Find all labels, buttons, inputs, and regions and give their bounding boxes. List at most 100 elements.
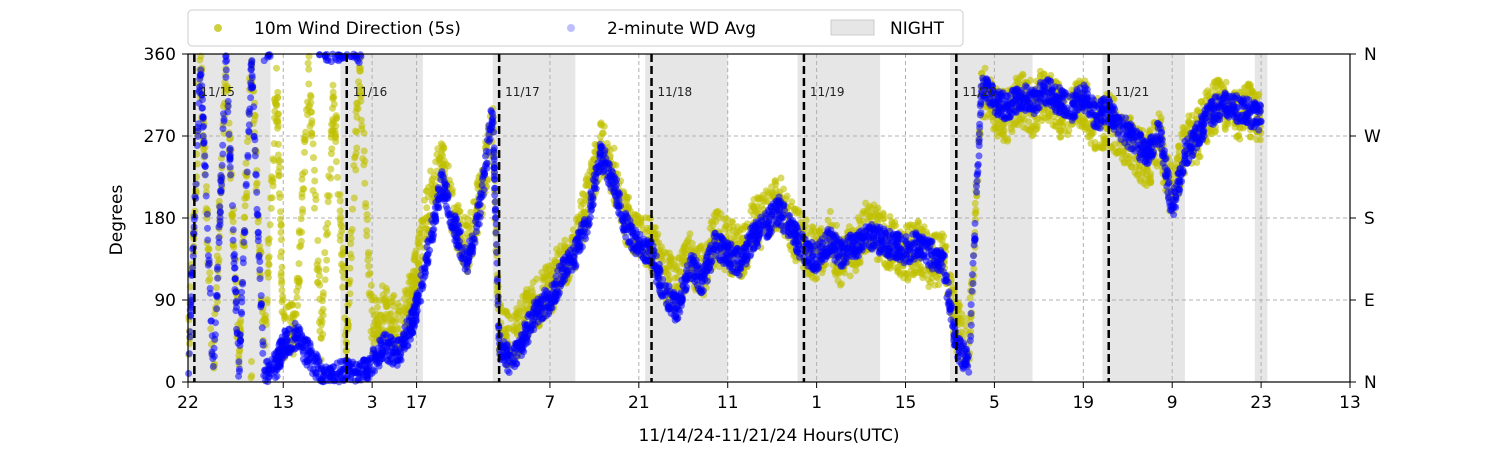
point-series-yellow-14-34 bbox=[360, 129, 368, 137]
point-series-blue-5-23 bbox=[259, 338, 267, 346]
point-series-blue-30-18 bbox=[552, 273, 560, 280]
point-series-blue-30-39 bbox=[552, 293, 560, 301]
point-series-blue-3-23 bbox=[231, 275, 239, 283]
point-series-yellow-39-35 bbox=[663, 270, 671, 278]
point-series-yellow-16-22 bbox=[382, 284, 390, 292]
point-series-yellow-9-31 bbox=[293, 294, 301, 301]
point-series-yellow-19-37 bbox=[415, 260, 422, 268]
point-series-blue-4-39 bbox=[239, 278, 247, 286]
point-series-blue-12-38 bbox=[339, 357, 347, 365]
point-series-yellow-35-2 bbox=[610, 144, 618, 152]
point-series-yellow-16-16 bbox=[386, 310, 394, 318]
point-series-blue-32-17 bbox=[572, 263, 580, 271]
point-series-blue-17-28 bbox=[394, 336, 402, 344]
point-series-blue-19-35 bbox=[413, 297, 421, 305]
point-series-yellow-4-29 bbox=[241, 214, 249, 221]
point-series-blue-2-18 bbox=[222, 73, 230, 81]
point-series-yellow-63-33 bbox=[971, 209, 979, 217]
point-series-blue-3-11 bbox=[223, 57, 231, 65]
point-series-yellow-35-37 bbox=[612, 161, 620, 169]
point-series-yellow-7-23 bbox=[274, 94, 282, 101]
point-series-yellow-27-36 bbox=[516, 299, 524, 307]
point-series-blue-4-22 bbox=[236, 342, 244, 349]
point-series-yellow-17-36 bbox=[396, 303, 404, 311]
point-series-yellow-55-39 bbox=[873, 256, 881, 264]
point-series-yellow-17-37 bbox=[394, 324, 402, 332]
point-series-yellow-13-4 bbox=[349, 205, 356, 213]
point-series-blue-1-27 bbox=[202, 192, 210, 200]
point-series-blue-14-32 bbox=[366, 359, 374, 367]
point-series-yellow-1-13 bbox=[206, 269, 214, 277]
point-series-blue-23-36 bbox=[463, 249, 471, 257]
point-series-blue-14-30 bbox=[356, 360, 364, 368]
point-series-yellow-6-35 bbox=[261, 315, 269, 323]
point-series-blue-17-37 bbox=[400, 331, 408, 339]
point-series-yellow-81-35 bbox=[1197, 98, 1205, 106]
point-series-blue-25-39 bbox=[492, 229, 500, 237]
point-series-yellow-68-31 bbox=[1038, 117, 1046, 125]
point-series-yellow-13-19 bbox=[352, 108, 360, 115]
point-series-blue-5-8 bbox=[256, 275, 264, 283]
point-series-yellow-48-27 bbox=[777, 174, 785, 182]
point-series-yellow-6-24 bbox=[266, 221, 274, 229]
point-series-yellow-11-3 bbox=[327, 165, 335, 173]
point-series-blue-23-38 bbox=[468, 242, 476, 250]
point-series-blue-34-32 bbox=[597, 143, 605, 150]
point-series-yellow-34-32 bbox=[598, 129, 606, 137]
point-series-blue-2-27 bbox=[213, 293, 221, 301]
point-series-blue-33-15 bbox=[592, 178, 600, 186]
point-series-yellow-68-30 bbox=[1029, 130, 1037, 138]
point-series-blue-27-35 bbox=[518, 352, 525, 359]
point-series-yellow-47-39 bbox=[769, 191, 777, 199]
point-series-blue-12-37 bbox=[333, 359, 341, 367]
point-series-yellow-9-37 bbox=[304, 59, 312, 67]
point-series-yellow-1-24 bbox=[207, 325, 215, 333]
point-series-yellow-72-28 bbox=[1081, 125, 1089, 133]
point-series-blue-4-14 bbox=[235, 358, 243, 366]
point-series-blue-10-39 bbox=[312, 353, 320, 361]
point-series-yellow-44-33 bbox=[729, 218, 736, 226]
point-series-blue-23-8 bbox=[473, 228, 480, 235]
point-series-yellow-6-21 bbox=[269, 155, 277, 163]
point-series-yellow-10-22 bbox=[305, 80, 313, 88]
point-series-blue-7-37 bbox=[275, 341, 283, 349]
point-series-yellow-36-30 bbox=[631, 212, 639, 219]
point-series-yellow-22-38 bbox=[456, 207, 463, 215]
point-series-blue-14-14 bbox=[357, 53, 365, 60]
point-series-yellow-27-33 bbox=[510, 312, 518, 320]
point-series-yellow-12-17 bbox=[342, 347, 350, 355]
point-series-yellow-12-27 bbox=[331, 130, 339, 138]
point-series-yellow-11-25 bbox=[319, 311, 327, 319]
point-series-blue-20-32 bbox=[435, 204, 443, 212]
point-series-blue-0-39 bbox=[187, 299, 195, 306]
point-series-yellow-11-7 bbox=[322, 266, 330, 273]
point-series-blue-1-34 bbox=[199, 113, 207, 121]
point-series-yellow-23-36 bbox=[467, 208, 475, 216]
point-series-yellow-5-34 bbox=[250, 116, 258, 124]
point-series-blue-1-35 bbox=[204, 252, 212, 260]
point-series-yellow-10-2 bbox=[311, 204, 318, 212]
point-series-yellow-7-4 bbox=[277, 236, 285, 244]
point-series-blue-19-24 bbox=[417, 281, 425, 288]
point-series-yellow-39-36 bbox=[667, 254, 675, 262]
point-series-yellow-31-28 bbox=[561, 242, 569, 250]
point-series-blue-35-35 bbox=[622, 233, 630, 241]
point-series-yellow-70-23 bbox=[1056, 133, 1064, 141]
point-series-blue-0-24 bbox=[194, 124, 202, 131]
point-series-blue-21-39 bbox=[440, 177, 448, 185]
point-series-blue-0-26 bbox=[190, 216, 198, 223]
point-series-yellow-19-36 bbox=[423, 187, 431, 195]
point-series-yellow-47-33 bbox=[762, 187, 770, 195]
point-series-blue-9-33 bbox=[294, 334, 302, 342]
point-series-yellow-5-7 bbox=[248, 372, 256, 380]
point-series-yellow-12-25 bbox=[332, 158, 340, 166]
point-series-yellow-51-39 bbox=[824, 216, 832, 224]
point-series-yellow-12-30 bbox=[332, 138, 340, 146]
point-series-yellow-13-38 bbox=[346, 277, 354, 284]
point-series-blue-16-39 bbox=[384, 346, 392, 354]
point-series-blue-4-37 bbox=[245, 128, 253, 136]
point-series-yellow-11-38 bbox=[324, 229, 332, 237]
point-series-blue-16-36 bbox=[386, 352, 393, 360]
point-series-blue-35-21 bbox=[615, 209, 623, 217]
point-series-yellow-11-17 bbox=[317, 321, 325, 329]
